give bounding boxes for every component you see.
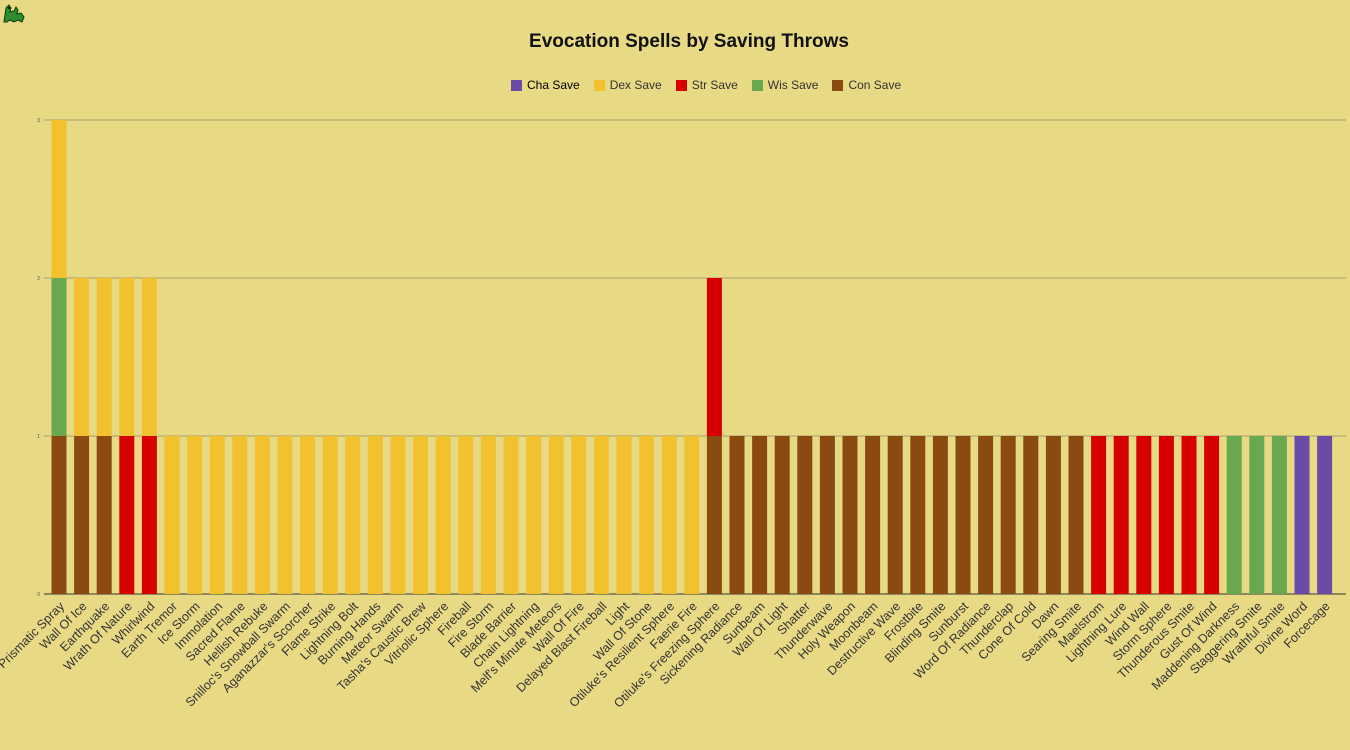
bar-segment-dex-save[interactable] [571,436,587,594]
bar-segment-dex-save[interactable] [119,278,135,436]
legend-label-cha: Cha Save [527,78,580,92]
bar-segment-dex-save[interactable] [684,436,700,594]
bar-segment-con-save[interactable] [1045,436,1061,594]
bar-segment-con-save[interactable] [978,436,994,594]
bar-segment-cha-save[interactable] [1294,436,1310,594]
legend-item-str[interactable]: Str Save [675,78,738,92]
bar-segment-str-save[interactable] [1158,436,1174,594]
dragon-logo-icon [3,4,25,23]
bar-segment-dex-save[interactable] [164,436,180,594]
chart-title: Evocation Spells by Saving Throws [529,31,849,52]
bar-segment-str-save[interactable] [1181,436,1197,594]
bar-segment-dex-save[interactable] [232,436,248,594]
bar-segment-dex-save[interactable] [616,436,632,594]
bar-segment-cha-save[interactable] [1317,436,1333,594]
bar-segment-str-save[interactable] [1204,436,1220,594]
bar-segment-dex-save[interactable] [367,436,383,594]
legend-swatch-con [832,79,844,91]
legend-item-wis[interactable]: Wis Save [751,78,819,92]
legend-label-dex: Dex Save [609,78,662,92]
bar-segment-dex-save[interactable] [96,278,112,436]
bar-segment-con-save[interactable] [932,436,948,594]
bar-segment-dex-save[interactable] [548,436,564,594]
bar-segment-dex-save[interactable] [526,436,542,594]
legend-label-con: Con Save [848,78,902,92]
bar-segment-con-save[interactable] [752,436,768,594]
y-tick-label: 1 [37,434,40,440]
bar-segment-con-save[interactable] [1068,436,1084,594]
bar-segment-wis-save[interactable] [1271,436,1287,594]
bar-segment-str-save[interactable] [706,278,722,436]
bar-segment-dex-save[interactable] [254,436,270,594]
bar-segment-str-save[interactable] [1113,436,1129,594]
bar-segment-dex-save[interactable] [300,436,316,594]
bar-segment-con-save[interactable] [1023,436,1039,594]
chart-legend: Cha Save Dex Save Str Save Wis Save Con … [511,78,915,92]
bar-segment-dex-save[interactable] [141,278,157,436]
bar-segment-dex-save[interactable] [277,436,293,594]
bar-segment-dex-save[interactable] [187,436,203,594]
bar-segment-dex-save[interactable] [639,436,655,594]
bar-segment-con-save[interactable] [887,436,903,594]
bar-segment-str-save[interactable] [1136,436,1152,594]
legend-label-wis: Wis Save [767,78,819,92]
bar-segment-con-save[interactable] [96,436,112,594]
bar-segment-dex-save[interactable] [390,436,406,594]
bar-segment-wis-save[interactable] [1226,436,1242,594]
bar-segment-con-save[interactable] [842,436,858,594]
y-tick-label: 2 [37,276,40,282]
bar-segment-dex-save[interactable] [322,436,338,594]
legend-swatch-dex [593,79,605,91]
bar-segment-wis-save[interactable] [1249,436,1265,594]
bar-segment-str-save[interactable] [1091,436,1107,594]
bar-segment-str-save[interactable] [119,436,135,594]
bar-segment-dex-save[interactable] [593,436,609,594]
bar-segment-con-save[interactable] [706,436,722,594]
bar-segment-con-save[interactable] [51,436,67,594]
bar-segment-dex-save[interactable] [74,278,90,436]
bar-segment-con-save[interactable] [1000,436,1016,594]
bar-segment-dex-save[interactable] [458,436,474,594]
legend-swatch-wis [751,79,763,91]
bar-segment-dex-save[interactable] [413,436,429,594]
bar-segment-wis-save[interactable] [51,278,67,436]
bar-segment-str-save[interactable] [141,436,157,594]
legend-item-con[interactable]: Con Save [832,78,901,92]
bar-segment-dex-save[interactable] [51,120,67,278]
legend-swatch-str [675,79,687,91]
bar-segment-con-save[interactable] [74,436,90,594]
bar-segment-con-save[interactable] [729,436,745,594]
bar-segment-dex-save[interactable] [435,436,451,594]
bar-segment-dex-save[interactable] [345,436,361,594]
bar-segment-dex-save[interactable] [503,436,519,594]
legend-swatch-cha [511,79,522,91]
bar-segment-dex-save[interactable] [480,436,496,594]
legend-label-str: Str Save [691,78,738,92]
y-tick-label: 0 [37,592,40,598]
bar-segment-con-save[interactable] [910,436,926,594]
y-tick-label: 3 [37,118,40,124]
bar-segment-dex-save[interactable] [209,436,225,594]
bar-segment-con-save[interactable] [865,436,881,594]
legend-item-dex[interactable]: Dex Save [593,78,662,92]
bar-segment-dex-save[interactable] [661,436,677,594]
bar-segment-con-save[interactable] [819,436,835,594]
bar-segment-con-save[interactable] [955,436,971,594]
bar-segment-con-save[interactable] [797,436,813,594]
bar-segment-con-save[interactable] [774,436,790,594]
legend-item-cha[interactable]: Cha Save [511,78,580,92]
